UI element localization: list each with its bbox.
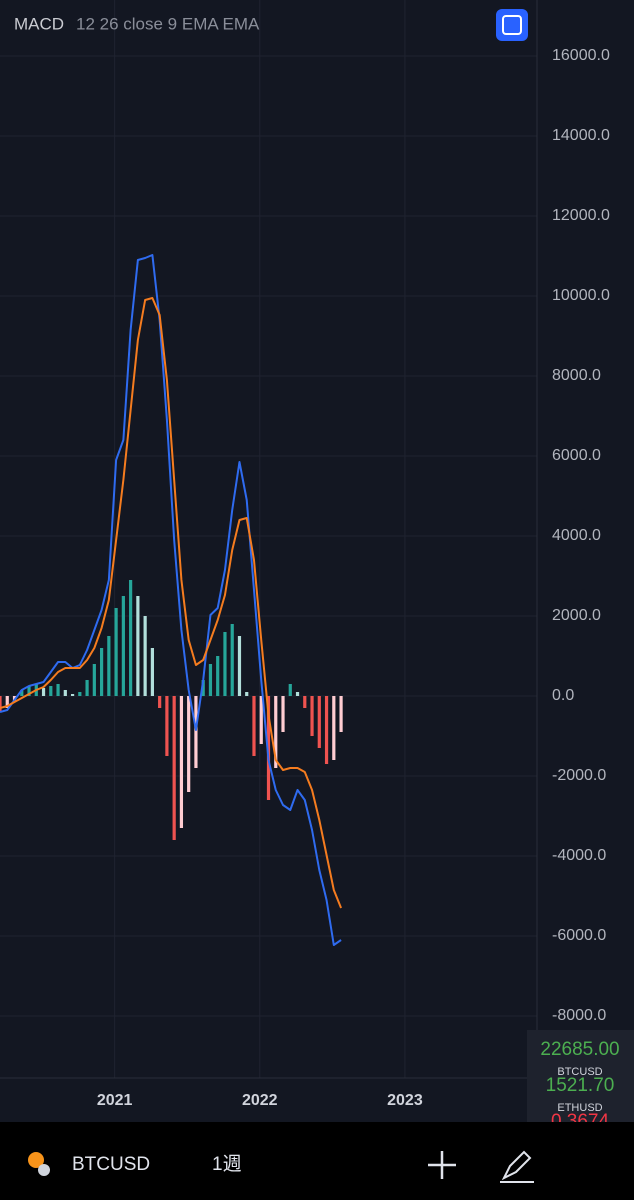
y-tick-label: 14000.0 bbox=[552, 127, 610, 144]
histogram-bar bbox=[266, 696, 271, 800]
histogram-bar bbox=[165, 696, 169, 756]
histogram-bar bbox=[208, 664, 213, 696]
histogram-bar bbox=[56, 684, 60, 696]
histogram-bar bbox=[129, 580, 133, 696]
histogram-bar bbox=[85, 680, 89, 696]
y-tick-label: -2000.0 bbox=[552, 767, 606, 784]
histogram-bar bbox=[158, 696, 162, 708]
watch-symbol: BTCUSD bbox=[557, 1066, 602, 1078]
histogram-bar bbox=[295, 692, 300, 696]
histogram-bar bbox=[339, 696, 343, 732]
y-tick-label: 4000.0 bbox=[552, 527, 601, 544]
histogram-bar bbox=[332, 696, 336, 760]
y-tick-label: -6000.0 bbox=[552, 927, 606, 944]
histogram-bar bbox=[114, 608, 118, 696]
histogram-bar bbox=[0, 696, 2, 712]
chart-title: MACD bbox=[14, 14, 64, 33]
histogram-bar bbox=[216, 656, 220, 696]
watch-symbol: ETHUSD bbox=[557, 1102, 602, 1114]
chart-subtitle: 12 26 close 9 EMA EMA bbox=[76, 14, 260, 33]
histogram-bar bbox=[143, 616, 147, 696]
histogram-bar bbox=[5, 696, 9, 708]
histogram-bar bbox=[99, 648, 104, 696]
x-tick-label: 2022 bbox=[242, 1092, 278, 1109]
fullscreen-button[interactable] bbox=[496, 9, 528, 41]
histogram-bar bbox=[317, 696, 321, 748]
add-button[interactable] bbox=[428, 1151, 456, 1179]
x-tick-label: 2023 bbox=[387, 1092, 423, 1109]
histogram-bar bbox=[252, 696, 256, 756]
histogram-bar bbox=[78, 692, 82, 696]
y-tick-label: 16000.0 bbox=[552, 47, 610, 64]
watch-price: 22685.00 bbox=[540, 1039, 619, 1060]
histogram-bar bbox=[245, 692, 249, 696]
histogram-bar bbox=[172, 696, 176, 840]
line bbox=[0, 297, 342, 909]
histogram-bar bbox=[107, 636, 111, 696]
histogram-bar bbox=[223, 632, 227, 696]
histogram-bar bbox=[70, 694, 75, 696]
histogram-bar bbox=[20, 690, 24, 696]
fullscreen-icon bbox=[502, 15, 522, 35]
y-tick-label: 2000.0 bbox=[552, 607, 601, 624]
symbol-icon bbox=[28, 1152, 44, 1168]
y-tick-label: 12000.0 bbox=[552, 207, 610, 224]
histogram-bar bbox=[281, 696, 285, 732]
x-tick-label: 2021 bbox=[97, 1092, 133, 1109]
histogram-bar bbox=[194, 696, 198, 768]
y-tick-label: 8000.0 bbox=[552, 367, 601, 384]
draw-button[interactable] bbox=[500, 1150, 534, 1183]
histogram-bar bbox=[27, 686, 31, 696]
toolbar-interval[interactable]: 1週 bbox=[212, 1153, 242, 1175]
histogram-bar bbox=[92, 664, 96, 696]
histogram-bar bbox=[288, 684, 292, 696]
histogram-bar bbox=[310, 696, 314, 736]
toolbar-symbol[interactable]: BTCUSD bbox=[72, 1154, 150, 1175]
histogram-bar bbox=[237, 636, 242, 696]
histogram-bar bbox=[121, 596, 125, 696]
plot bbox=[0, 254, 343, 946]
histogram-bar bbox=[179, 696, 184, 828]
histogram-bar bbox=[63, 690, 67, 696]
y-tick-label: 0.0 bbox=[552, 687, 574, 704]
grid bbox=[0, 0, 537, 1078]
y-tick-label: 10000.0 bbox=[552, 287, 610, 304]
histogram-bar bbox=[41, 688, 46, 696]
histogram-bar bbox=[259, 696, 263, 744]
histogram-bar bbox=[324, 696, 329, 764]
currency-icon bbox=[38, 1164, 50, 1176]
histogram-bar bbox=[136, 596, 140, 696]
histogram-bar bbox=[187, 696, 191, 792]
watch-price: 1521.70 bbox=[546, 1075, 615, 1096]
y-tick-label: 6000.0 bbox=[552, 447, 601, 464]
histogram-bar bbox=[49, 686, 53, 696]
y-tick-label: -8000.0 bbox=[552, 1007, 606, 1024]
histogram-bar bbox=[150, 648, 154, 696]
line bbox=[0, 254, 342, 946]
histogram-bar bbox=[274, 696, 278, 768]
watchlist-panel bbox=[527, 1030, 634, 1130]
histogram-bar bbox=[230, 624, 234, 696]
y-tick-label: -4000.0 bbox=[552, 847, 606, 864]
histogram-bar bbox=[303, 696, 307, 708]
histogram-bar bbox=[201, 680, 205, 696]
